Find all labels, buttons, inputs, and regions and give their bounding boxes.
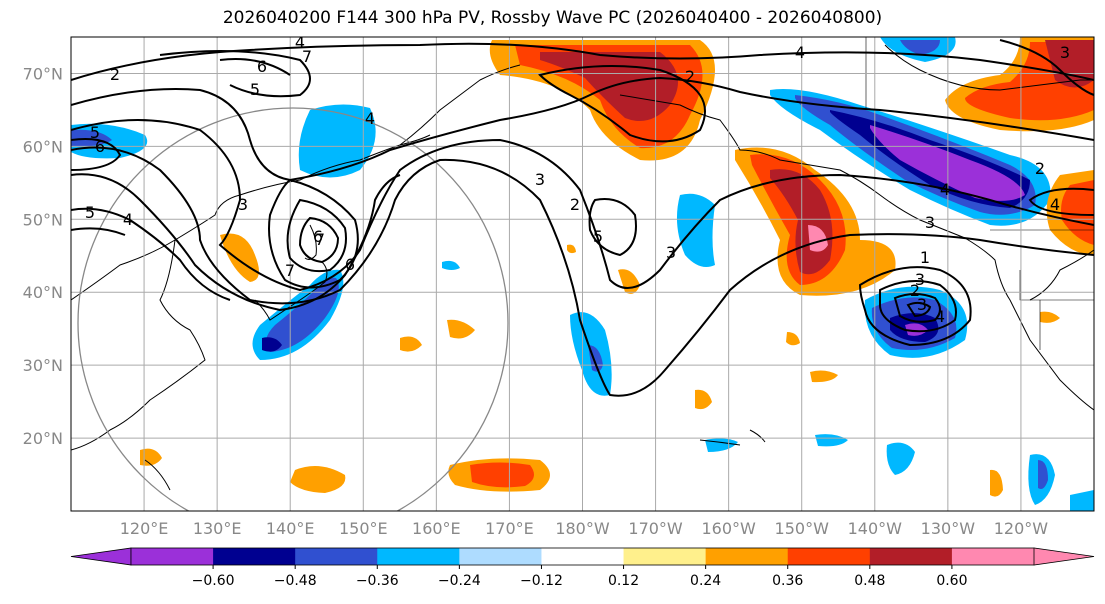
colorbar-tick-label: −0.36 [356,573,399,589]
contour-label: 6 [95,137,105,156]
colorbar-segment [295,548,378,565]
colorbar-tick-label: −0.48 [274,573,317,589]
map-title: 2026040200 F144 300 hPa PV, Rossby Wave … [222,8,883,28]
colorbar-segment [705,548,789,565]
contour-label: 7 [315,230,325,249]
contour-label: 5 [90,123,100,142]
lat-label: 70°N [23,64,63,83]
lon-label: 140°W [848,519,903,538]
contour-label: 6 [345,255,355,274]
lon-label: 140°E [266,519,315,538]
contour-label: 2 [910,281,920,300]
contour-label: 4 [1050,195,1060,214]
lon-label: 130°W [921,519,976,538]
colorbar-tick-label: 0.48 [854,573,885,589]
contour-label: 6 [257,57,267,76]
lat-label: 60°N [23,137,63,156]
colorbar-segment [623,548,707,565]
contour-label: 4 [795,43,805,62]
lon-label: 160°E [412,519,461,538]
lat-label: 50°N [23,210,63,229]
contour-label: 4 [123,210,133,229]
colorbar-frame [130,547,1035,566]
colorbar-segment [541,548,625,565]
contour-label: 2 [1035,159,1045,178]
colorbar-segment [869,548,953,565]
lon-label: 120°W [994,519,1049,538]
contour-label: 3 [238,195,248,214]
contour-label: 3 [535,170,545,189]
lon-label: 150°W [775,519,830,538]
lon-label: 170°E [485,519,534,538]
colorbar-segment [459,548,542,565]
colorbar-tick-label: −0.24 [438,573,481,589]
lon-label: 170°W [628,519,683,538]
contour-label: 3 [1060,43,1070,62]
colorbar-extend-high [1033,547,1095,566]
colorbar-tick-label: −0.12 [520,573,563,589]
contour-label: 5 [85,203,95,222]
lon-label: 180°W [555,519,610,538]
contour-label: 7 [302,47,312,66]
colorbar-tick-label: 0.12 [608,573,639,589]
lat-label: 40°N [23,283,63,302]
contour-label: 3 [915,270,925,289]
colorbar-segment [213,548,296,565]
colorbar-segment [787,548,871,565]
longitude-labels: 120°E 130°E 140°E 150°E 160°E 170°E 180°W 170°W… [120,519,1049,538]
colorbar-tick-label: 0.60 [936,573,967,589]
contour-label: 2 [570,195,580,214]
contour-label: 3 [925,213,935,232]
pv-contours [71,39,1094,397]
contour-label: 2 [685,67,695,86]
contour-label: 4 [365,109,375,128]
contour-label: 6 [313,227,323,246]
colorbar-segment [131,548,214,565]
colorbar-segment [951,548,1035,565]
colorbar-segment [377,548,460,565]
contour-label: 2 [110,65,120,84]
latitude-labels: 70°N 60°N 50°N 40°N 30°N 20°N [23,64,63,448]
colorbar-tick-label: 0.36 [772,573,803,589]
contour-label: 3 [917,295,927,314]
contour-label: 7 [285,261,295,280]
colorbar-tick-label: 0.24 [690,573,721,589]
lat-label: 30°N [23,356,63,375]
contour-label: 3 [666,243,676,262]
colorbar-tick-label: −0.60 [192,573,235,589]
contour-label: 5 [250,80,260,99]
lon-label: 120°E [120,519,169,538]
contour-label: 1 [920,248,930,267]
lon-label: 160°W [701,519,756,538]
gridlines [71,37,1094,511]
range-circle [77,107,509,511]
contour-label: 4 [940,180,950,199]
lat-label: 20°N [23,429,63,448]
lon-label: 130°E [193,519,242,538]
colorbar-extend-low [70,547,132,566]
lon-label: 150°E [339,519,388,538]
colorbar: −0.60 −0.48 −0.36 −0.24 −0.12 0.12 0.24 0.36 0.4… [70,547,1095,589]
contour-label: 4 [295,33,305,52]
contour-label: 4 [935,307,945,326]
contour-label: 5 [593,227,603,246]
plot-frame [70,36,1095,512]
